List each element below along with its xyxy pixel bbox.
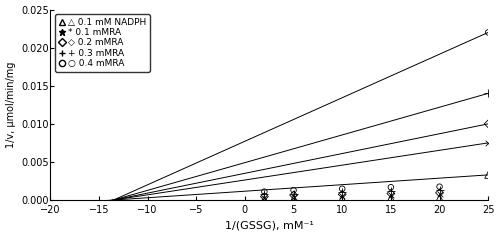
- Point: [260, 196, 268, 200]
- Point: [338, 190, 346, 194]
- Legend: △ 0.1 mM NADPH, * 0.1 mMRA, ◇ 0.2 mMRA, + 0.3 mMRA, ○ 0.4 mMRA: △ 0.1 mM NADPH, * 0.1 mMRA, ◇ 0.2 mMRA, …: [55, 14, 150, 72]
- Point: [484, 173, 492, 177]
- Y-axis label: 1/v, μmol/min/mg: 1/v, μmol/min/mg: [6, 62, 16, 148]
- Point: [436, 191, 444, 195]
- Point: [260, 192, 268, 196]
- Point: [484, 141, 492, 145]
- Point: [260, 195, 268, 198]
- Point: [436, 185, 444, 189]
- Point: [338, 196, 346, 200]
- Point: [484, 92, 492, 95]
- Point: [290, 188, 298, 192]
- Point: [387, 192, 395, 195]
- Point: [387, 185, 395, 189]
- Point: [260, 197, 268, 201]
- Point: [484, 122, 492, 126]
- Point: [290, 192, 298, 195]
- Point: [484, 30, 492, 34]
- Point: [387, 194, 395, 197]
- Point: [387, 196, 395, 200]
- Point: [290, 197, 298, 201]
- Point: [436, 196, 444, 200]
- Point: [436, 188, 444, 192]
- Point: [387, 189, 395, 193]
- Point: [338, 187, 346, 191]
- Point: [436, 192, 444, 196]
- X-axis label: 1/(GSSG), mM⁻¹: 1/(GSSG), mM⁻¹: [225, 220, 314, 230]
- Point: [338, 194, 346, 198]
- Point: [290, 195, 298, 199]
- Point: [260, 190, 268, 194]
- Point: [290, 193, 298, 197]
- Point: [338, 192, 346, 196]
